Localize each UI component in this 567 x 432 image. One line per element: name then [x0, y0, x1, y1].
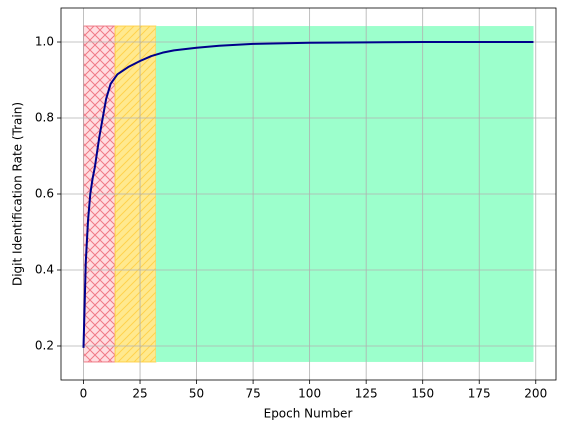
plot-frame [60, 7, 557, 381]
line [82, 41, 534, 348]
x-tick-label: 75 [245, 387, 260, 401]
x-tick-label: 100 [298, 387, 321, 401]
x-tick-label: 200 [524, 387, 547, 401]
y-tick-label: 0.8 [35, 111, 54, 125]
y-tick-label: 0.6 [35, 187, 54, 201]
y-axis-label: Digit Identification Rate (Train) [11, 102, 25, 286]
x-tick-label: 175 [468, 387, 491, 401]
y-tick-label: 0.2 [35, 338, 54, 352]
x-tick-label: 0 [80, 387, 88, 401]
x-tick-label: 125 [355, 387, 378, 401]
y-tick-label: 0.4 [35, 262, 54, 276]
y-tick-label: 1.0 [35, 35, 54, 49]
x-tick-label: 50 [189, 387, 204, 401]
x-axis-label: Epoch Number [264, 407, 353, 421]
x-tick-label: 150 [411, 387, 434, 401]
x-tick-label: 25 [132, 387, 147, 401]
